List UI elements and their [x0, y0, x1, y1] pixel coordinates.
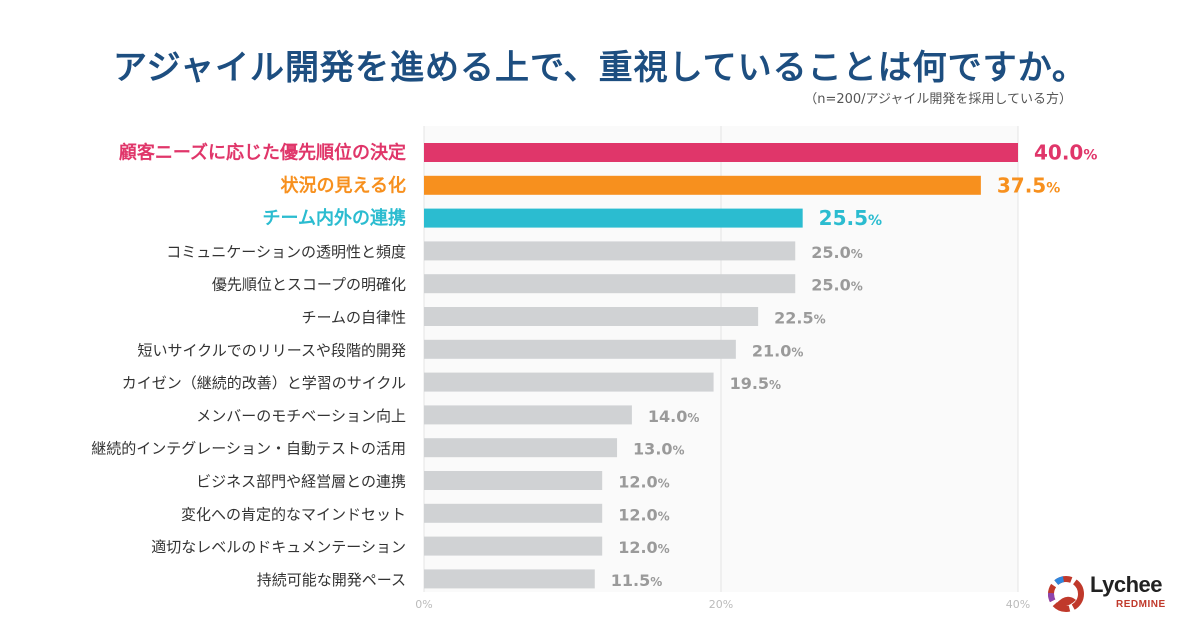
value-label: 12.0% [618, 505, 670, 524]
category-label: チーム内外の連携 [263, 207, 406, 229]
logo-sub: REDMINE [1116, 599, 1166, 610]
value-label: 12.0% [618, 473, 670, 492]
category-label: 継続的インテグレーション・自動テストの活用 [91, 440, 406, 458]
lychee-logo-icon [1048, 576, 1084, 612]
bar [424, 241, 796, 261]
bar [424, 503, 603, 523]
category-label: チームの自律性 [301, 309, 406, 327]
chart-subtitle: （n=200/アジャイル開発を採用している方） [804, 92, 1072, 107]
bar [424, 339, 736, 359]
category-label: 顧客ニーズに応じた優先順位の決定 [119, 142, 406, 164]
category-label: カイゼン（継続的改善）と学習のサイクル [122, 374, 406, 392]
bar [424, 208, 803, 228]
value-label: 25.0% [811, 276, 863, 295]
value-label: 11.5% [611, 571, 663, 590]
category-label: 適切なレベルのドキュメンテーション [151, 538, 406, 556]
category-label: 持続可能な開発ペース [257, 571, 406, 589]
bar [424, 536, 603, 556]
category-label: 状況の見える化 [281, 174, 406, 196]
bar [424, 307, 759, 326]
bar [424, 274, 796, 294]
bar [424, 471, 603, 490]
x-tick-label: 20% [709, 598, 733, 611]
chart-title: アジャイル開発を進める上で、重視していることは何ですか。 [113, 48, 1087, 88]
category-label: メンバーのモチベーション向上 [196, 407, 406, 425]
logo-name: Lychee [1090, 572, 1163, 597]
value-label: 19.5% [730, 374, 782, 393]
value-label: 25.0% [811, 243, 863, 262]
bar [424, 143, 1018, 162]
bar [424, 569, 595, 589]
value-label: 13.0% [633, 440, 685, 459]
category-label: 変化への肯定的なマインドセット [181, 505, 406, 523]
category-label: ビジネス部門や経営層との連携 [196, 473, 406, 491]
x-tick-label: 0% [415, 598, 432, 611]
category-label: 優先順位とスコープの明確化 [212, 276, 406, 294]
value-label: 40.0% [1034, 141, 1097, 165]
bar [424, 438, 618, 458]
category-label: 短いサイクルでのリリースや段階的開発 [137, 341, 406, 359]
bar [424, 405, 632, 425]
bar [424, 175, 981, 195]
value-label: 14.0% [648, 407, 700, 426]
value-label: 12.0% [618, 538, 670, 557]
category-label: コミュニケーションの透明性と頻度 [166, 243, 406, 261]
value-label: 21.0% [752, 341, 804, 360]
value-label: 25.5% [819, 206, 882, 230]
bar [424, 372, 714, 392]
lychee-logo: Lychee REDMINE [1046, 572, 1186, 614]
x-tick-label: 40% [1006, 598, 1030, 611]
value-label: 37.5% [997, 173, 1060, 197]
value-label: 22.5% [774, 309, 826, 328]
